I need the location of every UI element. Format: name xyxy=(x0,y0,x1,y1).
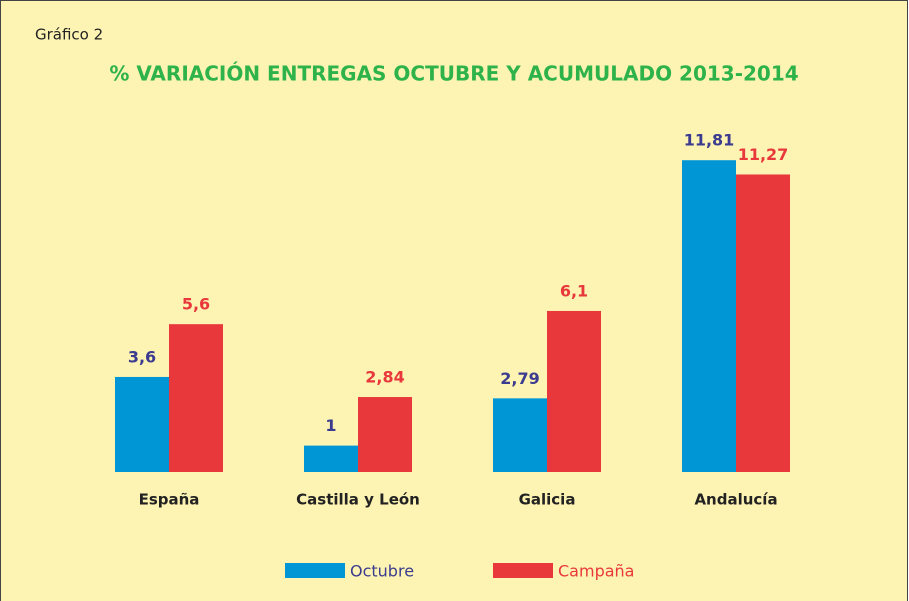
value-label: 2,79 xyxy=(500,369,539,388)
legend-swatch xyxy=(493,563,553,578)
legend-label: Octubre xyxy=(350,562,414,581)
legend-label: Campaña xyxy=(558,562,634,581)
value-label: 11,81 xyxy=(684,131,735,150)
bar xyxy=(358,397,412,472)
value-label: 6,1 xyxy=(560,281,588,300)
x-tick-label: Andalucía xyxy=(694,491,777,509)
bar xyxy=(169,324,223,472)
bar xyxy=(304,445,358,472)
legend-swatch xyxy=(285,563,345,578)
bar xyxy=(736,174,790,473)
chart-label: Gráfico 2 xyxy=(35,26,103,44)
bar xyxy=(682,160,736,472)
value-label: 5,6 xyxy=(182,295,210,314)
value-label: 11,27 xyxy=(738,145,789,164)
chart-title: % VARIACIÓN ENTREGAS OCTUBRE Y ACUMULADO… xyxy=(109,62,798,86)
x-tick-label: Castilla y León xyxy=(296,491,420,509)
bar xyxy=(547,310,601,472)
value-label: 2,84 xyxy=(365,368,404,387)
value-label: 3,6 xyxy=(128,347,156,366)
x-tick-label: Galicia xyxy=(519,491,576,509)
bar xyxy=(115,376,169,472)
value-label: 1 xyxy=(325,416,336,435)
bar xyxy=(493,398,547,472)
x-tick-label: España xyxy=(139,491,200,509)
